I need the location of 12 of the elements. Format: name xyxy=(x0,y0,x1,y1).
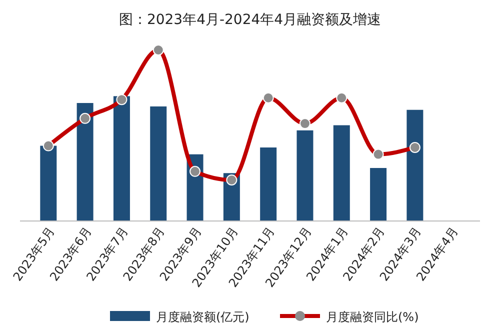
bar xyxy=(260,147,277,221)
bar xyxy=(333,125,350,221)
bar xyxy=(76,103,94,221)
bar xyxy=(40,146,57,221)
bar xyxy=(370,168,387,221)
legend-label: 月度融资同比(%) xyxy=(326,310,419,324)
bar xyxy=(150,106,167,221)
legend-label: 月度融资额(亿元) xyxy=(156,310,250,324)
bar xyxy=(406,110,424,221)
bar xyxy=(296,130,314,221)
chart-title: 图：2023年4月-2024年4月融资额及增速 xyxy=(118,12,382,28)
bar xyxy=(113,96,130,221)
